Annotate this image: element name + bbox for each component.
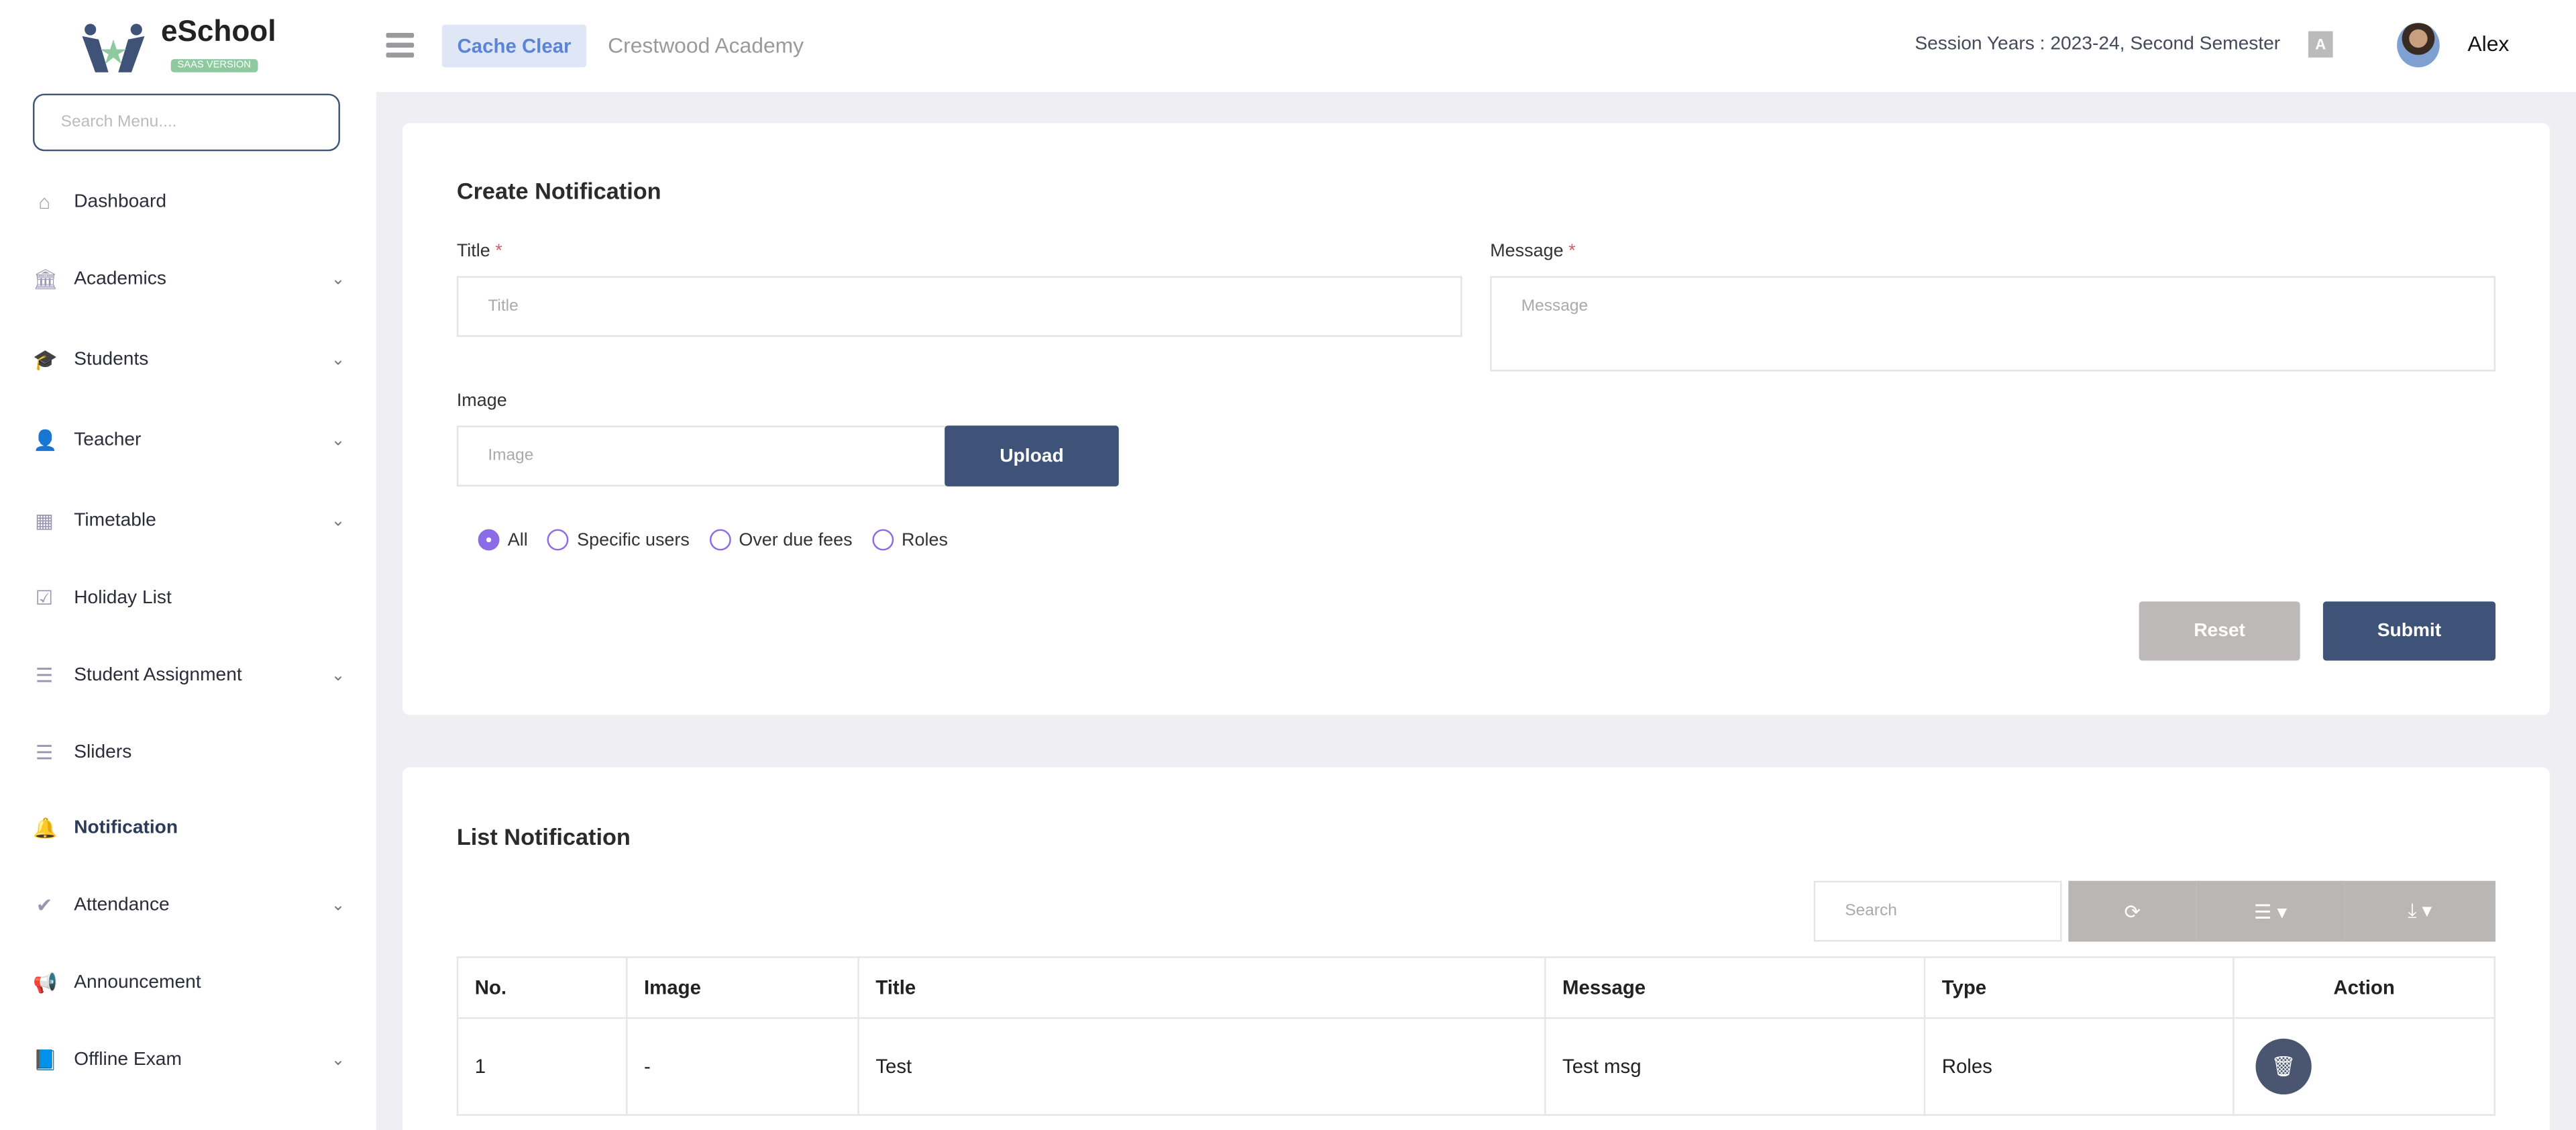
cache-clear-button[interactable]: Cache Clear — [441, 24, 587, 68]
notification-table: No. Image Title Message Type Action 1 - … — [456, 956, 2496, 1116]
chevron-down-icon[interactable]: ⌄ — [331, 896, 345, 915]
list-icon: ☰ — [35, 664, 54, 687]
chevron-down-icon[interactable]: ⌄ — [331, 666, 345, 685]
check-icon: ✔ — [36, 894, 53, 917]
sidebar-item-label: Academics — [74, 269, 166, 290]
export-icon[interactable]: ⤓ ▾ — [2344, 880, 2496, 942]
sidebar-item-timetable[interactable]: ▦ Timetable ⌄ — [33, 505, 345, 537]
list-icon: ☰ — [35, 741, 54, 764]
sidebar-item-sliders[interactable]: ☰ Sliders — [33, 736, 345, 769]
message-textarea[interactable]: Message — [1490, 276, 2496, 372]
sidebar-item-label: Dashboard — [74, 192, 166, 212]
user-icon: 👤 — [32, 429, 58, 452]
sidebar-item-label: Teacher — [74, 430, 142, 451]
bank-icon: 🏛 — [32, 268, 58, 291]
home-icon: ⌂ — [38, 191, 51, 214]
cell-no: 1 — [456, 1017, 628, 1116]
columns-icon[interactable]: ☰ ▾ — [2196, 880, 2345, 942]
user-name[interactable]: Alex — [2467, 31, 2510, 56]
image-label: Image — [456, 391, 507, 411]
sidebar: Search Menu.... — [0, 92, 376, 1130]
sidebar-item-label: Student Assignment — [74, 665, 242, 686]
saas-badge: SAAS VERSION — [170, 59, 258, 72]
bullhorn-icon: 📢 — [32, 971, 58, 994]
radio-specific-users[interactable]: Specific users — [547, 529, 690, 551]
top-bar: eSchool SAAS VERSION Cache Clear Crestwo… — [0, 0, 2576, 93]
chevron-down-icon[interactable]: ⌄ — [331, 431, 345, 450]
sidebar-item-holiday-list[interactable]: ☑ Holiday List — [33, 582, 345, 615]
create-heading: Create Notification — [456, 177, 661, 204]
delete-icon[interactable]: 🗑 — [2255, 1038, 2312, 1095]
calendar-check-icon: ☑ — [35, 586, 54, 610]
table-search-input[interactable]: Search — [1813, 880, 2062, 942]
column-header[interactable]: Type — [1923, 956, 2235, 1019]
bell-icon: 🔔 — [32, 817, 58, 840]
column-header[interactable]: Image — [626, 956, 859, 1019]
radio-all[interactable]: All — [478, 529, 528, 551]
chevron-down-icon[interactable]: ⌄ — [331, 270, 345, 289]
column-header[interactable]: No. — [456, 956, 628, 1019]
logo-icon — [82, 23, 145, 72]
hamburger-menu-icon[interactable] — [386, 32, 415, 62]
logo-title: eSchool — [161, 15, 276, 48]
chevron-down-icon[interactable]: ⌄ — [331, 511, 345, 530]
logo[interactable]: eSchool SAAS VERSION — [76, 16, 276, 75]
title-input[interactable]: Title — [456, 276, 1462, 338]
message-label: Message * — [1490, 242, 1576, 262]
sidebar-item-label: Offline Exam — [74, 1049, 182, 1070]
sidebar-item-label: Holiday List — [74, 588, 172, 609]
table-header-row: No. Image Title Message Type Action — [456, 956, 2496, 1019]
list-heading: List Notification — [456, 823, 631, 850]
sidebar-item-dashboard[interactable]: ⌂ Dashboard — [33, 186, 345, 219]
upload-button[interactable]: Upload — [945, 425, 1119, 486]
chevron-down-icon[interactable]: ⌄ — [331, 350, 345, 369]
sidebar-item-label: Attendance — [74, 895, 170, 916]
sidebar-item-label: Sliders — [74, 742, 132, 763]
refresh-icon[interactable]: ⟳ — [2068, 880, 2197, 942]
avatar[interactable] — [2397, 23, 2440, 68]
column-header[interactable]: Message — [1544, 956, 1926, 1019]
sidebar-item-teacher[interactable]: 👤 Teacher ⌄ — [33, 424, 345, 457]
sidebar-item-attendance[interactable]: ✔ Attendance ⌄ — [33, 889, 345, 922]
session-years: Session Years : 2023-24, Second Semester — [1915, 34, 2281, 54]
radio-roles[interactable]: Roles — [871, 529, 948, 551]
submit-button[interactable]: Submit — [2322, 601, 2496, 661]
graduation-cap-icon: 🎓 — [32, 348, 58, 372]
reset-button[interactable]: Reset — [2139, 601, 2300, 661]
cell-image: - — [626, 1017, 859, 1116]
column-header[interactable]: Title — [857, 956, 1546, 1019]
sidebar-item-student-assignment[interactable]: ☰ Student Assignment ⌄ — [33, 659, 345, 692]
calendar-icon: ▦ — [35, 509, 54, 533]
sidebar-item-offline-exam[interactable]: 📘 Offline Exam ⌄ — [33, 1043, 345, 1076]
sidebar-item-announcement[interactable]: 📢 Announcement — [33, 966, 345, 999]
language-icon[interactable]: A — [2308, 31, 2333, 58]
cell-type: Roles — [1923, 1017, 2235, 1116]
cell-title: Test — [857, 1017, 1546, 1116]
radio-over-due-fees[interactable]: Over due fees — [709, 529, 853, 551]
sidebar-item-label: Timetable — [74, 511, 156, 531]
book-icon: 📘 — [32, 1048, 58, 1072]
column-header: Action — [2233, 956, 2496, 1019]
search-menu-input[interactable]: Search Menu.... — [32, 93, 340, 152]
cell-message: Test msg — [1544, 1017, 1926, 1116]
table-row: 1 - Test Test msg Roles 🗑 — [456, 1017, 2496, 1116]
sidebar-item-label: Notification — [74, 818, 178, 838]
sidebar-item-notification[interactable]: 🔔 Notification — [33, 812, 345, 845]
sidebar-item-label: Announcement — [74, 972, 201, 993]
cell-action: 🗑 — [2233, 1017, 2496, 1116]
image-input[interactable]: Image — [456, 425, 947, 486]
chevron-down-icon[interactable]: ⌄ — [331, 1051, 345, 1070]
title-label: Title * — [456, 242, 502, 262]
sidebar-item-academics[interactable]: 🏛 Academics ⌄ — [33, 263, 345, 296]
sidebar-item-label: Students — [74, 350, 149, 370]
school-name: Crestwood Academy — [608, 32, 804, 58]
recipient-radio-group: All Specific users Over due fees Roles — [478, 529, 948, 551]
sidebar-item-students[interactable]: 🎓 Students ⌄ — [33, 344, 345, 376]
